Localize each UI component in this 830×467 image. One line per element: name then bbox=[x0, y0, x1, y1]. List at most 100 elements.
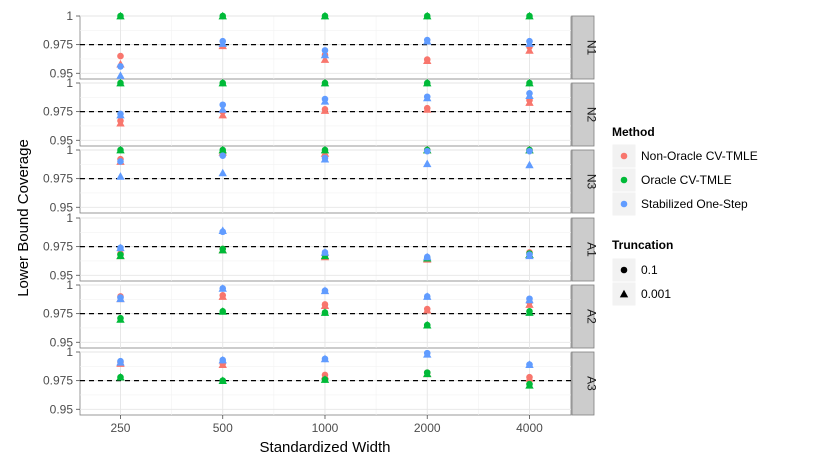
data-point bbox=[320, 55, 330, 63]
legend: Method Non-Oracle CV-TMLE Oracle CV-TMLE St… bbox=[611, 125, 758, 307]
points-a1 bbox=[116, 226, 534, 263]
y-tick-label: 1 bbox=[66, 143, 73, 157]
y-tick-label: 0.95 bbox=[50, 335, 74, 349]
y-tick-label: 0.975 bbox=[43, 38, 73, 52]
panel-background bbox=[79, 82, 572, 147]
data-point bbox=[219, 101, 227, 109]
data-point bbox=[320, 11, 330, 20]
legend-key bbox=[611, 143, 637, 169]
legend-swatch bbox=[620, 176, 628, 184]
x-tick-label: 2000 bbox=[414, 421, 441, 435]
y-axis-title: Lower Bound Coverage bbox=[15, 139, 32, 297]
panel-a1: 0.95 0.975 1 A1 bbox=[43, 211, 599, 282]
data-point bbox=[117, 63, 124, 70]
data-point bbox=[218, 145, 227, 154]
y-tick-label: 0.975 bbox=[43, 307, 73, 321]
data-point bbox=[116, 358, 125, 366]
data-point bbox=[320, 106, 330, 114]
y-tick-label: 1 bbox=[66, 9, 73, 23]
data-point bbox=[218, 39, 227, 47]
data-point bbox=[320, 308, 330, 316]
data-point bbox=[116, 118, 125, 127]
data-point bbox=[525, 300, 534, 308]
data-point bbox=[218, 105, 227, 113]
y-tick-label: 0.975 bbox=[43, 240, 73, 254]
y-tick-label: 0.975 bbox=[43, 374, 73, 388]
legend-swatch bbox=[619, 289, 629, 298]
facet-strip bbox=[571, 82, 595, 147]
data-point bbox=[525, 160, 534, 169]
facet-strip bbox=[571, 217, 595, 282]
facet-strip bbox=[571, 149, 595, 214]
data-point bbox=[423, 78, 432, 87]
data-point bbox=[423, 320, 432, 329]
points-n2 bbox=[116, 78, 534, 127]
data-point bbox=[525, 374, 534, 382]
x-tick-label: 1000 bbox=[312, 421, 339, 435]
panel-n3: 0.95 0.975 1 N3 bbox=[43, 143, 599, 214]
data-point bbox=[117, 52, 124, 60]
data-point bbox=[218, 292, 227, 300]
x-axis-title: Standardized Width bbox=[260, 439, 391, 456]
legend-title-method: Method bbox=[612, 125, 655, 139]
data-point bbox=[218, 360, 227, 368]
data-point bbox=[423, 147, 431, 155]
points-a3 bbox=[116, 349, 534, 389]
data-point bbox=[423, 369, 432, 378]
facet-strip-label: A1 bbox=[585, 242, 599, 257]
data-point bbox=[423, 37, 432, 45]
y-tick-label: 1 bbox=[66, 76, 73, 90]
data-point bbox=[117, 158, 124, 165]
data-point bbox=[320, 248, 330, 256]
data-point bbox=[423, 292, 432, 300]
data-point bbox=[525, 251, 534, 260]
data-point bbox=[116, 294, 125, 303]
y-tick-label: 0.95 bbox=[50, 268, 74, 282]
data-point bbox=[423, 93, 432, 102]
x-axis: 250 500 1000 2000 4000 bbox=[110, 415, 543, 435]
data-point bbox=[320, 78, 330, 87]
data-point bbox=[320, 145, 330, 154]
x-tick-label: 500 bbox=[213, 421, 233, 435]
data-point bbox=[320, 286, 330, 295]
data-point bbox=[116, 373, 125, 381]
data-point bbox=[423, 11, 432, 20]
data-point bbox=[525, 39, 534, 47]
data-point bbox=[423, 252, 432, 261]
data-point bbox=[320, 375, 330, 383]
legend-label: Non-Oracle CV-TMLE bbox=[641, 149, 758, 163]
data-point bbox=[525, 381, 534, 389]
y-tick-label: 0.95 bbox=[50, 200, 74, 214]
data-point bbox=[525, 78, 534, 87]
data-point bbox=[525, 91, 534, 99]
legend-label: 0.1 bbox=[641, 263, 658, 277]
y-tick-label: 0.95 bbox=[50, 66, 74, 80]
points-n3 bbox=[116, 145, 534, 180]
legend-swatch bbox=[620, 266, 628, 274]
data-point bbox=[423, 159, 432, 168]
data-point bbox=[525, 295, 534, 304]
data-point bbox=[116, 11, 125, 20]
legend-label: Stabilized One-Step bbox=[641, 197, 748, 211]
data-point bbox=[116, 315, 125, 323]
panel-background bbox=[79, 284, 572, 349]
y-tick-label: 1 bbox=[66, 211, 73, 225]
data-point bbox=[116, 78, 125, 87]
y-tick-label: 0.95 bbox=[50, 133, 74, 147]
legend-label: Oracle CV-TMLE bbox=[641, 173, 732, 187]
legend-swatch bbox=[620, 152, 628, 160]
data-point bbox=[525, 46, 534, 54]
data-point bbox=[218, 168, 227, 177]
legend-swatch bbox=[620, 200, 628, 208]
data-point bbox=[320, 154, 330, 163]
y-tick-label: 0.975 bbox=[43, 105, 73, 119]
x-tick-label: 4000 bbox=[516, 421, 543, 435]
data-point bbox=[218, 355, 227, 364]
facet-strip-label: N1 bbox=[585, 40, 599, 56]
data-point bbox=[525, 98, 534, 106]
panel-background bbox=[79, 351, 572, 416]
data-point bbox=[525, 11, 534, 20]
data-point bbox=[320, 50, 330, 59]
data-point bbox=[218, 78, 227, 87]
